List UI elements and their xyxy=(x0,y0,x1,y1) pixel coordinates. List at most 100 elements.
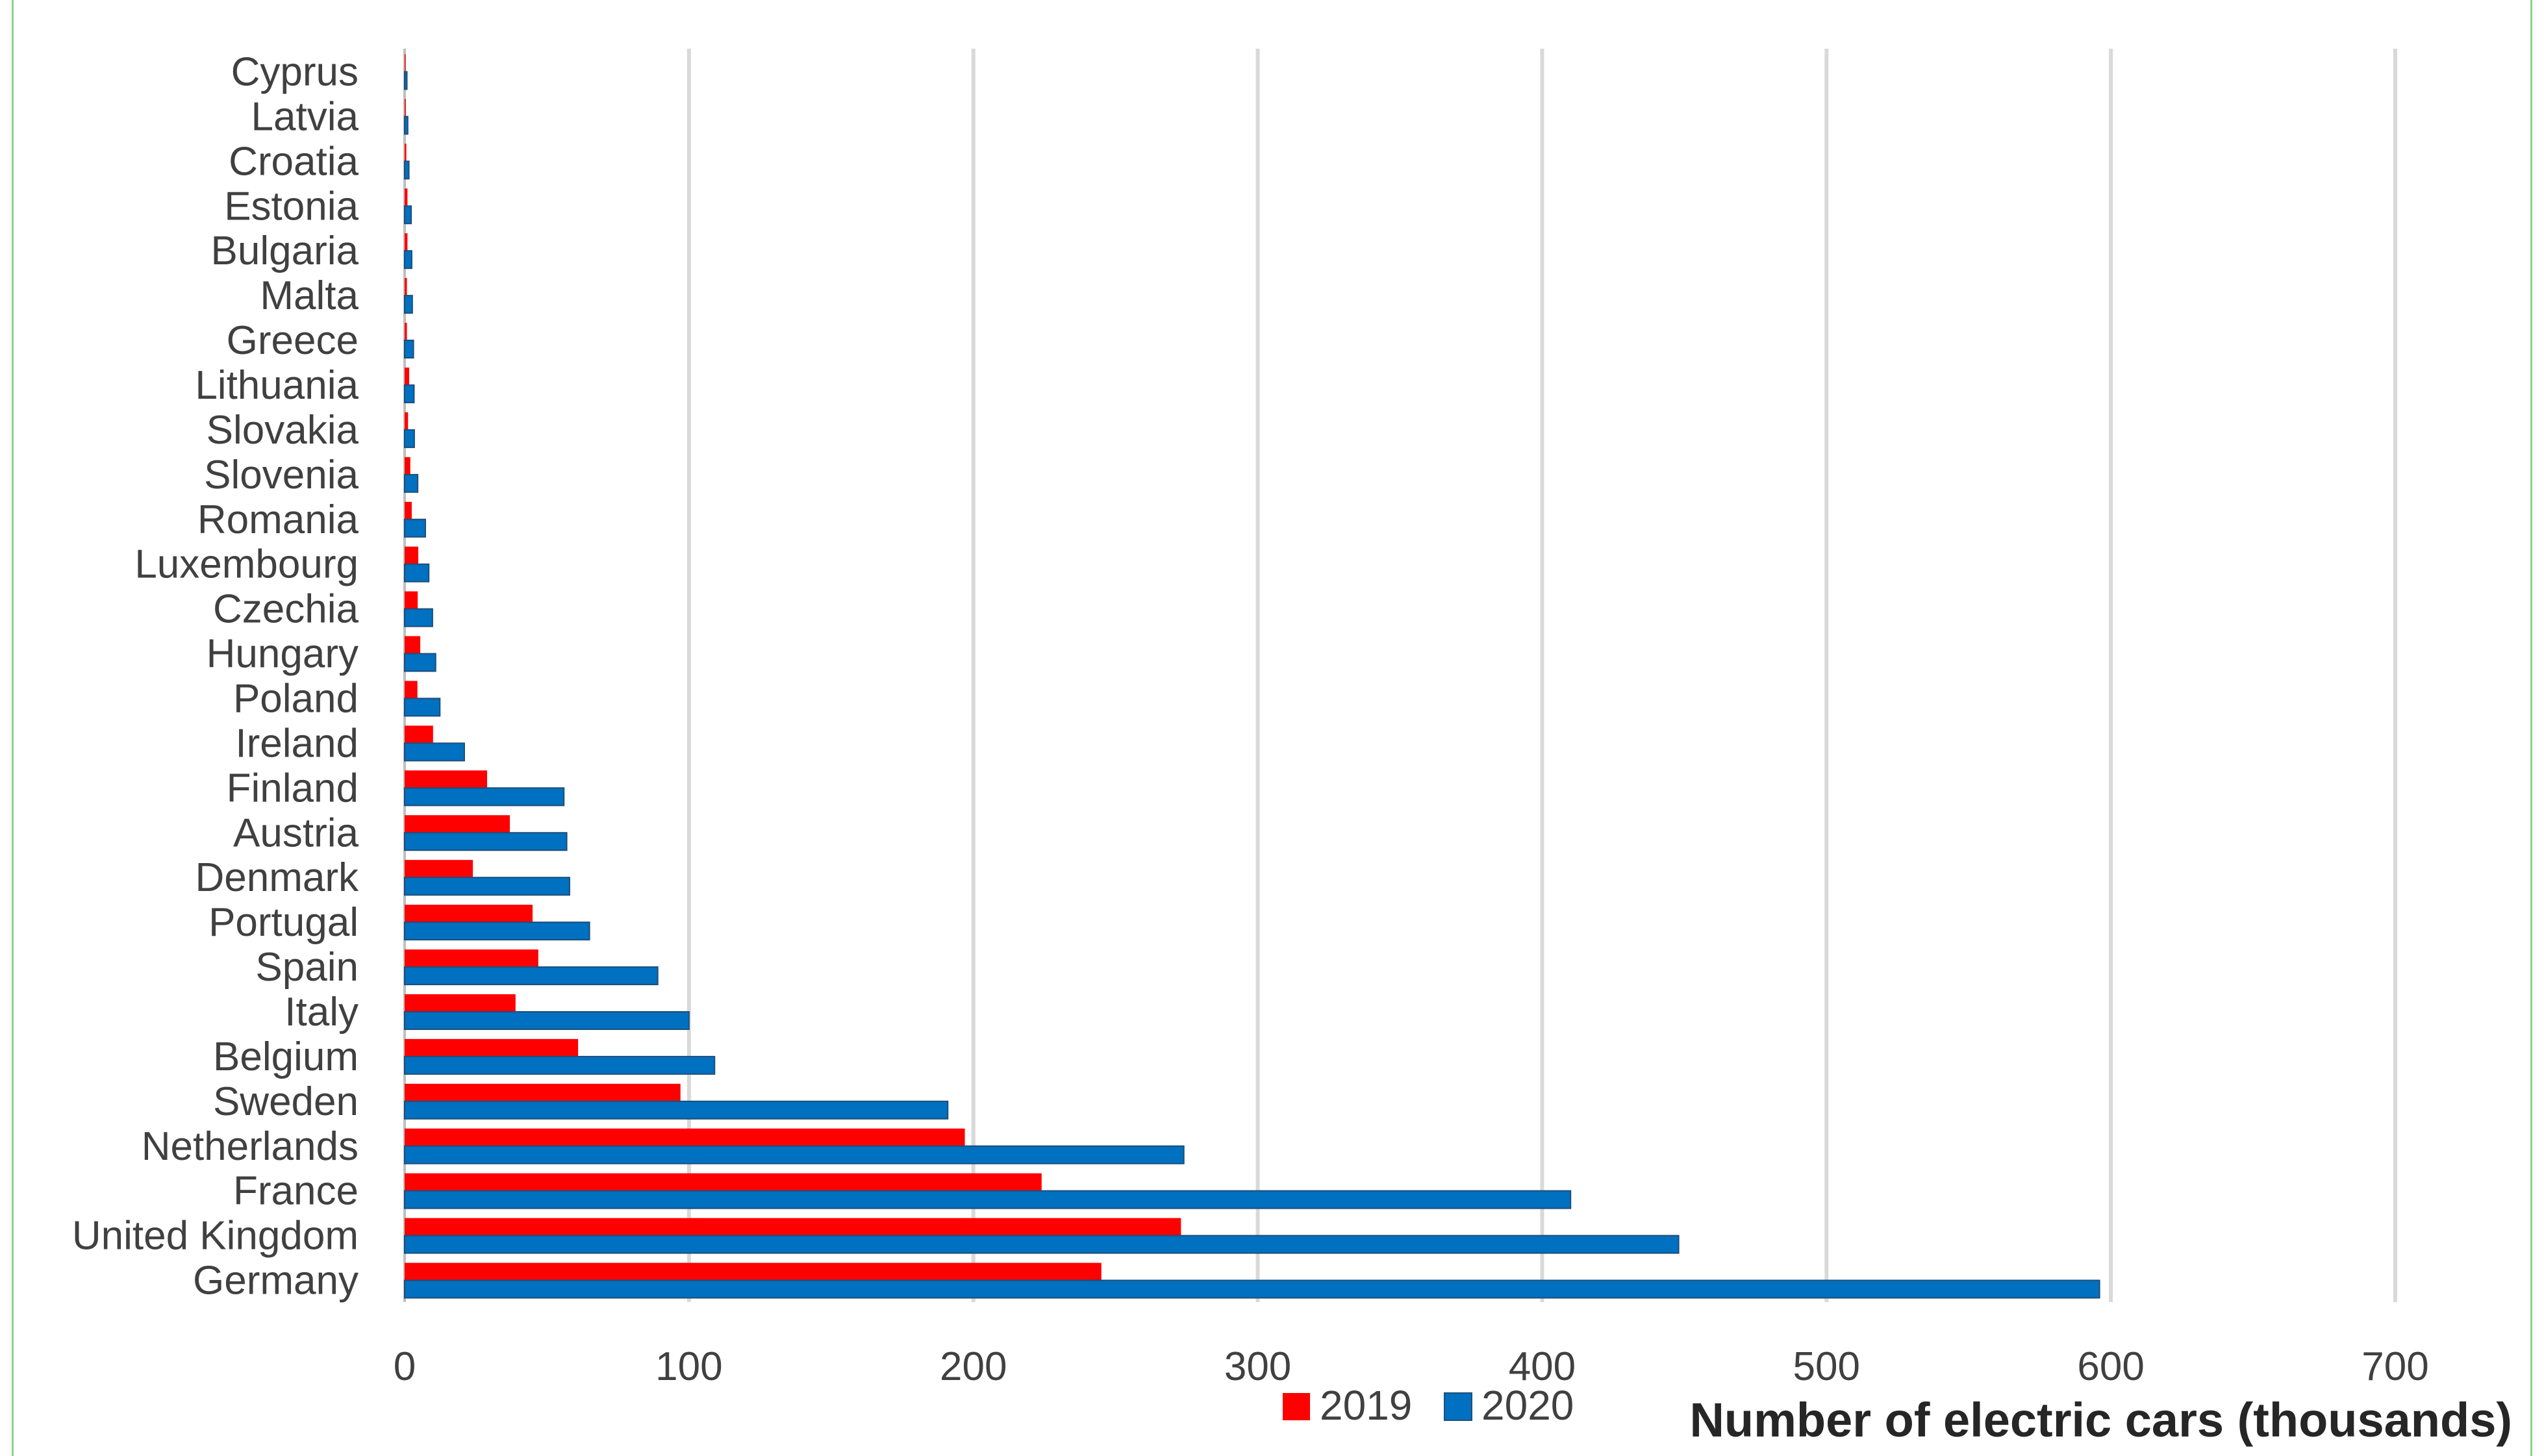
bar-2019-portugal xyxy=(405,905,533,923)
legend-label-2019: 2019 xyxy=(1320,1382,1412,1429)
bar-2019-hungary xyxy=(405,636,421,654)
x-tick-label: 600 xyxy=(2077,1344,2144,1389)
bar-2019-cyprus xyxy=(405,54,406,72)
bars xyxy=(404,54,2100,1299)
x-tick-label: 300 xyxy=(1224,1344,1291,1389)
bar-2019-france xyxy=(405,1173,1042,1191)
bar-2020-cyprus xyxy=(404,71,408,90)
category-label: Greece xyxy=(227,318,359,363)
bar-2019-germany xyxy=(405,1262,1102,1281)
category-label: Lithuania xyxy=(195,363,359,408)
bar-2020-hungary xyxy=(404,653,436,672)
bar-2020-germany xyxy=(404,1279,2100,1299)
category-label: Croatia xyxy=(229,139,359,184)
category-label: Spain xyxy=(255,945,359,990)
category-label: Finland xyxy=(227,766,359,810)
left-frame-line xyxy=(12,0,14,1456)
bar-2020-latvia xyxy=(404,116,409,135)
legend: 2019 2020 xyxy=(1283,1382,1574,1429)
category-label: Austria xyxy=(233,810,359,855)
bar-2019-finland xyxy=(405,770,487,788)
category-label: Sweden xyxy=(213,1079,359,1124)
bar-2020-united-kingdom xyxy=(404,1235,1680,1254)
x-tick-label: 0 xyxy=(394,1344,416,1389)
bar-2020-sweden xyxy=(404,1100,949,1120)
bar-2020-lithuania xyxy=(404,384,415,403)
bar-2020-poland xyxy=(404,697,441,717)
x-tick-label: 700 xyxy=(2361,1344,2428,1389)
bar-2019-poland xyxy=(405,681,418,699)
bar-2019-italy xyxy=(405,994,516,1012)
bar-2020-italy xyxy=(404,1010,690,1030)
bar-2020-austria xyxy=(404,832,568,851)
bar-2020-czechia xyxy=(404,608,433,627)
bar-2019-latvia xyxy=(405,99,406,117)
bar-2019-ireland xyxy=(405,725,433,744)
bar-2020-belgium xyxy=(404,1055,716,1075)
bar-2019-slovakia xyxy=(405,412,409,430)
bar-2020-finland xyxy=(404,787,565,807)
x-tick-labels: 0 100 200 300 400 500 600 700 xyxy=(394,1344,2429,1389)
bar-2020-croatia xyxy=(404,160,410,180)
right-frame-line xyxy=(2530,0,2532,1456)
bar-2019-lithuania xyxy=(405,367,410,385)
category-label: Bulgaria xyxy=(211,229,359,273)
category-labels: CyprusLatviaCroatiaEstoniaBulgariaMaltaG… xyxy=(72,49,359,1303)
category-label: Denmark xyxy=(195,855,359,900)
category-label: Hungary xyxy=(207,632,359,677)
bar-2019-sweden xyxy=(405,1083,681,1101)
x-axis-title: Number of electric cars (thousands) xyxy=(1689,1393,2512,1447)
bar-2020-slovenia xyxy=(404,473,419,493)
bar-2019-spain xyxy=(405,949,538,968)
category-label: Slovenia xyxy=(204,453,359,497)
x-tick-label: 200 xyxy=(940,1344,1007,1389)
legend-swatch-2020 xyxy=(1444,1392,1472,1421)
bar-2019-bulgaria xyxy=(405,233,408,251)
category-label: Belgium xyxy=(213,1035,359,1079)
bar-2019-czechia xyxy=(405,591,418,609)
bar-2019-malta xyxy=(405,278,407,296)
bar-2020-bulgaria xyxy=(404,250,412,270)
bar-2020-spain xyxy=(404,966,659,986)
category-label: Malta xyxy=(260,273,359,318)
category-label: Ireland xyxy=(235,721,359,766)
bar-2019-denmark xyxy=(405,860,473,878)
category-label: Cyprus xyxy=(231,49,359,94)
bar-2020-slovakia xyxy=(404,429,415,448)
bar-2019-austria xyxy=(405,815,510,833)
legend-swatch-2019 xyxy=(1283,1393,1310,1420)
category-label: Netherlands xyxy=(142,1124,359,1169)
bar-2020-greece xyxy=(404,340,414,359)
bar-2020-ireland xyxy=(404,742,465,762)
category-label: Estonia xyxy=(224,184,359,229)
category-label: Germany xyxy=(193,1259,359,1303)
bar-2019-greece xyxy=(405,323,407,341)
category-label: United Kingdom xyxy=(72,1214,359,1259)
bar-2019-netherlands xyxy=(405,1128,965,1146)
category-label: Czechia xyxy=(213,587,359,632)
category-label: Portugal xyxy=(208,900,359,945)
x-tick-label: 500 xyxy=(1793,1344,1860,1389)
gridlines xyxy=(403,49,2397,1302)
bar-2020-romania xyxy=(404,518,426,538)
x-tick-label: 100 xyxy=(655,1344,722,1389)
bar-2020-estonia xyxy=(404,205,412,225)
bar-2020-france xyxy=(404,1190,1572,1209)
bar-2019-slovenia xyxy=(405,457,410,475)
bar-2019-luxembourg xyxy=(405,546,419,564)
category-label: Poland xyxy=(233,676,359,721)
bar-2020-portugal xyxy=(404,922,590,941)
bar-2020-luxembourg xyxy=(404,563,430,583)
category-label: Romania xyxy=(197,497,359,542)
bar-2020-malta xyxy=(404,295,413,314)
category-label: Latvia xyxy=(251,94,359,139)
legend-label-2020: 2020 xyxy=(1481,1382,1574,1429)
category-label: Italy xyxy=(284,990,359,1035)
bar-2019-estonia xyxy=(405,188,408,207)
category-label: France xyxy=(233,1169,359,1214)
bar-2019-united-kingdom xyxy=(405,1218,1181,1236)
category-label: Luxembourg xyxy=(134,542,359,587)
x-tick-label: 400 xyxy=(1509,1344,1576,1389)
category-label: Slovakia xyxy=(207,408,359,453)
